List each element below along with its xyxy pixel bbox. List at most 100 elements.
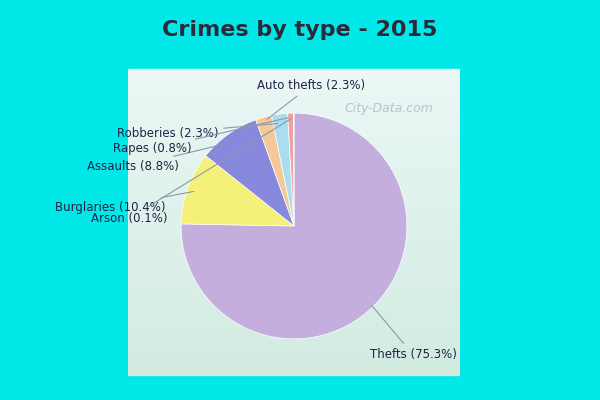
Bar	[128, 329, 473, 332]
Bar	[128, 88, 473, 91]
Bar	[128, 76, 473, 78]
Bar	[128, 271, 473, 274]
Bar	[128, 134, 473, 136]
Text: Crimes by type - 2015: Crimes by type - 2015	[163, 20, 437, 40]
Bar	[128, 252, 473, 256]
Bar	[128, 194, 473, 198]
Bar	[128, 130, 473, 134]
Bar	[128, 188, 473, 192]
Bar	[128, 72, 473, 76]
Bar	[128, 262, 473, 265]
Wedge shape	[271, 113, 294, 226]
Bar	[128, 317, 473, 320]
Bar	[128, 207, 473, 210]
Bar	[128, 136, 473, 140]
Bar	[128, 335, 473, 338]
Bar	[128, 366, 473, 369]
Bar	[128, 170, 473, 173]
Bar	[128, 237, 473, 240]
Bar	[128, 182, 473, 185]
Bar	[128, 192, 473, 194]
Text: Assaults (8.8%): Assaults (8.8%)	[86, 142, 231, 173]
Bar	[128, 106, 473, 109]
Bar	[128, 149, 473, 152]
Wedge shape	[256, 115, 294, 226]
Bar	[128, 308, 473, 310]
Bar	[128, 292, 473, 295]
Bar	[128, 158, 473, 161]
Bar	[128, 356, 473, 360]
Bar	[128, 268, 473, 271]
Bar	[128, 103, 473, 106]
Text: Auto thefts (2.3%): Auto thefts (2.3%)	[257, 79, 365, 120]
Bar	[128, 286, 473, 289]
Bar	[128, 210, 473, 213]
Bar	[128, 250, 473, 252]
Wedge shape	[181, 156, 294, 226]
Bar	[128, 164, 473, 167]
Bar	[128, 323, 473, 326]
Wedge shape	[206, 120, 294, 226]
Bar	[128, 109, 473, 112]
Text: Arson (0.1%): Arson (0.1%)	[91, 118, 291, 224]
Bar	[128, 372, 473, 375]
Bar	[128, 246, 473, 250]
Bar	[128, 201, 473, 204]
Bar	[128, 222, 473, 225]
Bar	[128, 140, 473, 143]
Bar	[128, 240, 473, 243]
Bar	[128, 265, 473, 268]
Bar	[128, 198, 473, 201]
Bar	[128, 176, 473, 179]
Bar	[128, 167, 473, 170]
Bar	[128, 179, 473, 182]
Bar	[128, 256, 473, 259]
Bar	[128, 347, 473, 350]
Bar	[128, 274, 473, 277]
Bar	[128, 338, 473, 341]
Bar	[128, 69, 473, 72]
Text: City-Data.com: City-Data.com	[344, 102, 433, 116]
Bar	[128, 127, 473, 130]
Bar	[128, 216, 473, 219]
Bar	[128, 304, 473, 308]
Bar	[128, 161, 473, 164]
Bar	[128, 121, 473, 124]
Bar	[128, 124, 473, 127]
Bar	[128, 231, 473, 234]
Bar	[128, 350, 473, 353]
Bar	[128, 213, 473, 216]
Bar	[128, 143, 473, 146]
Text: Rapes (0.8%): Rapes (0.8%)	[113, 118, 288, 156]
Bar	[128, 118, 473, 121]
Bar	[128, 152, 473, 155]
Bar	[128, 115, 473, 118]
Bar	[128, 204, 473, 207]
Bar	[128, 369, 473, 372]
Bar	[128, 362, 473, 366]
Bar	[128, 295, 473, 298]
Bar	[128, 326, 473, 329]
Bar	[128, 84, 473, 88]
Bar	[128, 225, 473, 228]
Bar	[128, 344, 473, 347]
Bar	[128, 94, 473, 97]
Bar	[128, 219, 473, 222]
Bar	[128, 314, 473, 317]
Bar	[128, 353, 473, 356]
Bar	[128, 289, 473, 292]
Wedge shape	[293, 113, 294, 226]
Bar	[128, 173, 473, 176]
Text: Robberies (2.3%): Robberies (2.3%)	[117, 124, 278, 140]
Bar	[128, 310, 473, 314]
Bar	[128, 277, 473, 280]
Bar	[128, 283, 473, 286]
Bar	[128, 360, 473, 362]
Bar	[128, 298, 473, 302]
Bar	[128, 185, 473, 188]
Bar	[128, 259, 473, 262]
Bar	[128, 78, 473, 82]
Bar	[128, 243, 473, 246]
Bar	[128, 112, 473, 115]
Bar	[128, 100, 473, 103]
